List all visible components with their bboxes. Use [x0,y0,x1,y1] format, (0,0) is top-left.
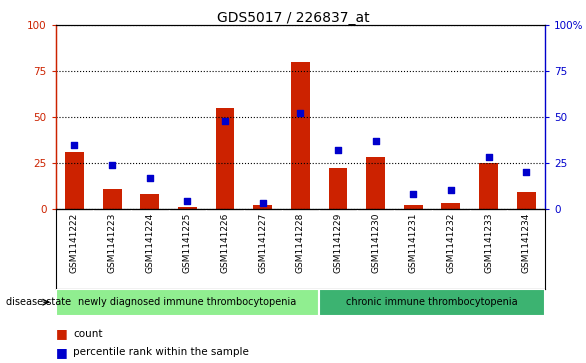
Bar [141,194,159,209]
Point [258,200,267,206]
Bar [216,108,234,209]
Bar [366,158,385,209]
Bar [103,188,121,209]
Point [484,155,493,160]
Point [295,110,305,116]
Point [446,187,455,193]
Point [522,169,531,175]
Text: GSM1141232: GSM1141232 [447,213,455,273]
Bar [65,152,84,209]
Text: GSM1141225: GSM1141225 [183,213,192,273]
Text: percentile rank within the sample: percentile rank within the sample [73,347,249,357]
Text: GDS5017 / 226837_at: GDS5017 / 226837_at [217,11,369,25]
Bar [441,203,460,209]
Point [220,118,230,124]
Text: GSM1141222: GSM1141222 [70,213,79,273]
Point [107,162,117,168]
Text: GSM1141224: GSM1141224 [145,213,154,273]
Point [183,199,192,204]
Text: ■: ■ [56,346,67,359]
Text: GSM1141231: GSM1141231 [409,213,418,273]
Point [70,142,79,147]
Bar [479,163,498,209]
Text: GSM1141223: GSM1141223 [108,213,117,273]
Point [333,147,343,153]
Text: GSM1141229: GSM1141229 [333,213,342,273]
Text: disease state: disease state [6,297,71,307]
Bar [178,207,197,209]
Text: ■: ■ [56,327,67,340]
Text: count: count [73,329,103,339]
Text: chronic immune thrombocytopenia: chronic immune thrombocytopenia [346,297,518,307]
Bar [253,205,272,209]
Bar [56,289,319,316]
Bar [291,62,310,209]
Text: GSM1141227: GSM1141227 [258,213,267,273]
Text: GSM1141226: GSM1141226 [220,213,230,273]
Text: GSM1141233: GSM1141233 [484,213,493,273]
Bar [319,289,545,316]
Bar [404,205,423,209]
Point [371,138,380,144]
Point [408,191,418,197]
Text: newly diagnosed immune thrombocytopenia: newly diagnosed immune thrombocytopenia [79,297,297,307]
Point [145,175,155,180]
Bar [329,168,347,209]
Bar [517,192,536,209]
Text: GSM1141230: GSM1141230 [371,213,380,273]
Text: GSM1141234: GSM1141234 [522,213,531,273]
Text: GSM1141228: GSM1141228 [296,213,305,273]
